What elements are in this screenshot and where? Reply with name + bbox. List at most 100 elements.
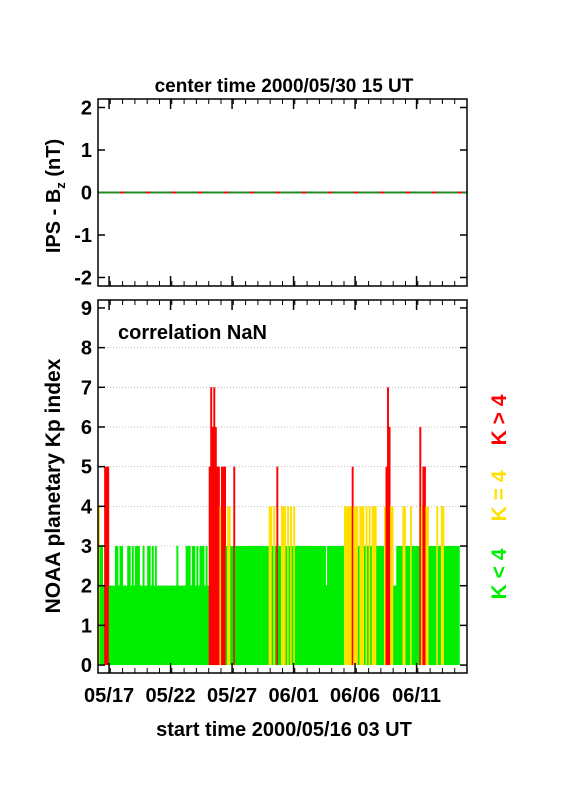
kp-bar (420, 506, 423, 666)
kp-bar (330, 546, 333, 666)
kp-bar (344, 506, 346, 666)
kp-bar (307, 546, 310, 666)
kp-bar (168, 585, 171, 666)
kp-bar (336, 546, 339, 666)
kp-bar (437, 546, 440, 666)
kp-bar (403, 506, 406, 666)
kp-bar (305, 546, 308, 666)
kp-bar (293, 506, 296, 666)
kp-bar (362, 506, 365, 666)
kp-bar (193, 546, 196, 666)
kp-ylabel: NOAA planetary Kp index (42, 358, 65, 613)
kp-bar (410, 506, 413, 666)
kp-bar (310, 546, 313, 666)
kp-bar (427, 506, 429, 666)
kp-ytick-label: 0 (81, 655, 92, 677)
kp-bar (383, 506, 386, 666)
kp-bar (288, 546, 291, 666)
kp-bar (227, 506, 230, 666)
kp-bar (107, 466, 110, 666)
kp-bar (347, 506, 350, 666)
kp-bar (125, 585, 128, 666)
kp-bar (350, 506, 353, 666)
kp-ytick-label: 6 (81, 417, 92, 439)
kp-bar (325, 585, 328, 666)
kp-bar (447, 546, 449, 666)
kp-bar (439, 546, 442, 666)
kp-bar (245, 546, 248, 666)
kp-bar (124, 585, 127, 666)
kp-bar (181, 585, 183, 666)
kp-bar (291, 546, 294, 666)
kp-bar (156, 585, 159, 666)
legend-item: K = 4 (488, 470, 511, 521)
kp-bar (267, 546, 270, 666)
kp-bar (122, 585, 125, 666)
kp-bar (351, 466, 354, 666)
kp-bar (257, 546, 260, 666)
kp-bar (423, 466, 426, 666)
kp-bar (139, 585, 142, 666)
kp-bar (294, 546, 297, 666)
kp-bar (207, 585, 210, 666)
kp-bar (250, 546, 253, 666)
kp-bar (273, 506, 276, 666)
kp-bar (182, 585, 185, 666)
legend-item: K < 4 (488, 548, 511, 599)
top-panel-ylabel: IPS - Bz (nT) (43, 139, 68, 253)
kp-bar (211, 426, 214, 666)
kp-bar (333, 546, 336, 666)
kp-bar (131, 546, 134, 666)
kp-bar (108, 585, 111, 666)
kp-bar (353, 506, 356, 666)
kp-bar (287, 506, 290, 666)
kp-bar (205, 546, 208, 666)
kp-bar (105, 466, 108, 666)
kp-ytick-label: 5 (81, 457, 92, 479)
kp-bar (387, 387, 389, 666)
kp-bar (416, 546, 419, 666)
kp-bar (157, 585, 160, 666)
kp-bar (214, 426, 217, 666)
kp-bar (456, 546, 459, 666)
kp-bar (279, 546, 282, 666)
kp-bar (161, 585, 163, 666)
kp-bar (185, 546, 188, 666)
kp-bar (285, 546, 288, 666)
kp-bar (390, 506, 393, 666)
kp-bar (99, 546, 102, 666)
kp-xtick-label: 05/27 (207, 685, 257, 707)
kp-bar (388, 426, 391, 666)
kp-bar (184, 585, 187, 666)
kp-bar (317, 546, 320, 666)
kp-bar (402, 506, 405, 666)
kp-bar (244, 546, 246, 666)
kp-bar (148, 546, 151, 666)
kp-bar (371, 506, 374, 666)
top-panel-ticks: -2 -1 0 1 2 (74, 98, 468, 290)
kp-bar (187, 546, 190, 666)
kp-bar (134, 546, 137, 666)
kp-bar (324, 546, 326, 666)
kp-bar (411, 546, 414, 666)
kp-bar (213, 387, 216, 666)
kp-bar (430, 546, 433, 666)
kp-bar (219, 506, 222, 666)
kp-bar (433, 546, 436, 666)
kp-bar (233, 466, 236, 666)
kp-bar (151, 546, 154, 666)
kp-xlabel: start time 2000/05/16 03 UT (156, 719, 412, 741)
kp-bar (237, 546, 240, 666)
kp-bar (376, 546, 379, 666)
kp-bar (224, 466, 227, 666)
kp-bar (127, 546, 130, 666)
kp-bar (422, 466, 425, 666)
kp-bar (104, 466, 107, 666)
kp-bar (236, 546, 239, 666)
kp-bar (419, 426, 422, 666)
kp-bar (413, 546, 416, 666)
kp-bar (191, 546, 194, 666)
kp-bar (268, 506, 271, 666)
kp-bar (379, 546, 382, 666)
kp-bar (176, 546, 179, 666)
